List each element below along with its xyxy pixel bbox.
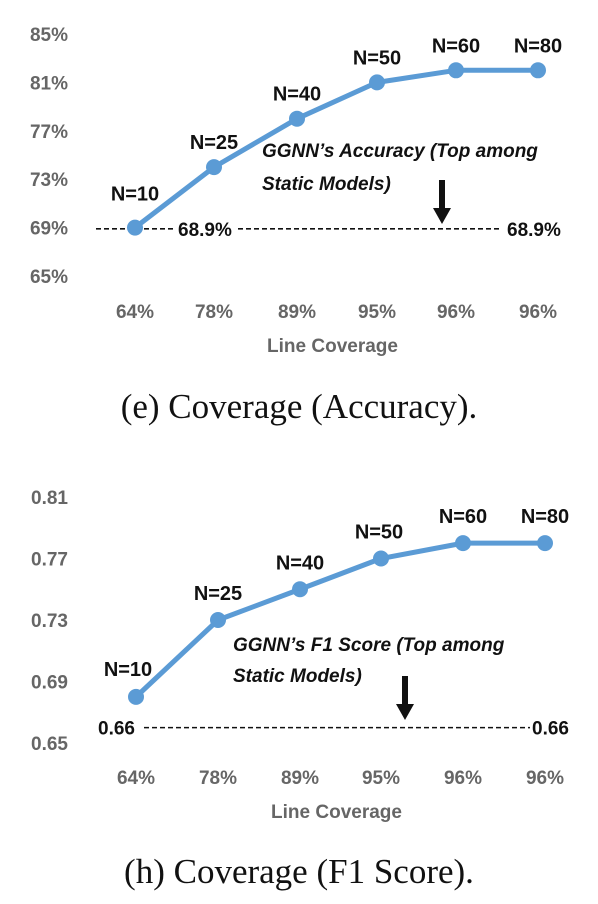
series-line [132, 67, 541, 231]
down-arrow-icon [396, 704, 414, 720]
point-label: N=60 [432, 35, 480, 57]
series-line [133, 540, 548, 700]
x-tick-label: 95% [358, 302, 396, 323]
annotation-text: GGNN’s Accuracy (Top among [262, 141, 538, 162]
data-point [206, 159, 222, 176]
reference-label-right: 68.9% [507, 220, 561, 241]
x-axis-title: Line Coverage [271, 802, 402, 823]
x-tick-label: 96% [526, 768, 564, 789]
point-label: N=25 [194, 583, 242, 605]
f1-chart-panel: 0.65 0.69 0.73 0.77 0.81 64% 78% 89% 95% 96% 96% Li… [0, 452, 598, 904]
reference-label-left: 0.66 [98, 719, 135, 740]
x-tick-label: 96% [437, 302, 475, 323]
accuracy-chart-panel: 65% 69% 73% 77% 81% 85% 64% 78% 89% 95% 96% 96% Line… [30, 25, 562, 426]
data-point [210, 612, 226, 628]
y-tick-label: 0.65 [31, 734, 68, 755]
x-tick-label: 89% [281, 768, 319, 789]
data-point [127, 219, 143, 236]
reference-label-right: 0.66 [532, 719, 569, 740]
y-tick-label: 65% [30, 267, 68, 288]
y-tick-label: 0.81 [31, 488, 68, 509]
annotation-text: GGNN’s F1 Score (Top among [233, 635, 505, 656]
figure-caption: (e) Coverage (Accuracy). [121, 387, 478, 426]
point-label: N=80 [514, 35, 562, 57]
point-label: N=40 [273, 84, 321, 106]
data-point [292, 581, 308, 598]
y-tick-label: 81% [30, 73, 68, 94]
data-point [448, 62, 464, 79]
y-tick-label: 77% [30, 122, 68, 143]
down-arrow-shaft [402, 676, 408, 706]
y-tick-label: 69% [30, 219, 68, 240]
point-label: N=50 [355, 522, 403, 544]
figure-caption: (h) Coverage (F1 Score). [124, 852, 474, 891]
data-point [455, 535, 471, 552]
data-point [128, 688, 144, 705]
reference-label-left: 68.9% [178, 220, 232, 241]
down-arrow-icon [433, 208, 451, 224]
point-label: N=40 [276, 552, 324, 574]
point-label: N=60 [439, 506, 487, 528]
x-axis-title: Line Coverage [267, 336, 398, 357]
y-tick-label: 0.77 [31, 550, 68, 571]
point-label: N=10 [104, 659, 152, 681]
y-tick-label: 85% [30, 25, 68, 46]
x-tick-label: 96% [444, 768, 482, 789]
y-tick-label: 73% [30, 170, 68, 191]
x-tick-label: 64% [116, 302, 154, 323]
y-tick-label: 0.73 [31, 611, 68, 632]
f1-chart: 0.65 0.69 0.73 0.77 0.81 64% 78% 89% 95% 96% 96% Li… [31, 488, 569, 891]
x-tick-label: 78% [199, 768, 237, 789]
x-tick-label: 95% [362, 768, 400, 789]
x-tick-label: 78% [195, 302, 233, 323]
point-label: N=80 [521, 506, 569, 528]
x-tick-label: 64% [117, 768, 155, 789]
data-point [289, 110, 305, 127]
x-tick-label: 96% [519, 302, 557, 323]
data-point [530, 62, 546, 79]
annotation-text: Static Models) [233, 666, 362, 687]
data-point [537, 535, 553, 552]
point-label: N=10 [111, 184, 159, 206]
y-tick-label: 0.69 [31, 673, 68, 694]
annotation-text: Static Models) [262, 174, 391, 195]
data-point [373, 550, 389, 567]
point-label: N=50 [353, 47, 401, 69]
data-point [369, 74, 385, 91]
accuracy-chart: 65% 69% 73% 77% 81% 85% 64% 78% 89% 95% 96% 96% Line… [30, 25, 562, 426]
point-label: N=25 [190, 132, 238, 154]
x-tick-label: 89% [278, 302, 316, 323]
down-arrow-shaft [439, 180, 445, 210]
